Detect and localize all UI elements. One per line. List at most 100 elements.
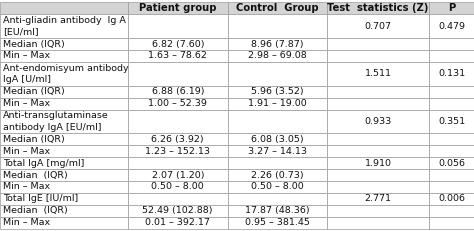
Bar <box>0 157 128 169</box>
Text: Median  (IQR): Median (IQR) <box>3 206 68 215</box>
Bar <box>128 193 228 205</box>
Text: 0.006: 0.006 <box>438 195 465 204</box>
Text: 1.511: 1.511 <box>365 69 392 78</box>
Bar <box>327 181 429 193</box>
Bar <box>0 133 128 145</box>
Text: 0.707: 0.707 <box>365 22 392 31</box>
Text: 1.91 – 19.00: 1.91 – 19.00 <box>248 99 307 108</box>
Bar <box>128 133 228 145</box>
Bar <box>327 157 429 169</box>
Bar <box>429 169 474 181</box>
Text: Median  (IQR): Median (IQR) <box>3 170 68 179</box>
Text: 0.131: 0.131 <box>438 69 465 78</box>
Text: 1.23 – 152.13: 1.23 – 152.13 <box>145 147 210 156</box>
Bar <box>128 62 228 86</box>
Text: 6.26 (3.92): 6.26 (3.92) <box>151 135 204 144</box>
Bar <box>128 2 228 14</box>
Bar <box>327 169 429 181</box>
Bar <box>429 217 474 229</box>
Bar <box>228 2 327 14</box>
Text: 1.63 – 78.62: 1.63 – 78.62 <box>148 52 207 61</box>
Text: 0.479: 0.479 <box>438 22 465 31</box>
Bar <box>327 14 429 38</box>
Bar <box>0 50 128 62</box>
Bar <box>429 50 474 62</box>
Bar <box>128 109 228 133</box>
Bar <box>128 50 228 62</box>
Bar <box>429 181 474 193</box>
Bar <box>0 62 128 86</box>
Bar <box>228 98 327 109</box>
Bar <box>429 109 474 133</box>
Bar <box>0 109 128 133</box>
Bar <box>228 181 327 193</box>
Bar <box>128 98 228 109</box>
Bar <box>0 205 128 217</box>
Bar <box>327 98 429 109</box>
Text: Test  statistics (Z): Test statistics (Z) <box>328 3 428 13</box>
Bar <box>228 14 327 38</box>
Text: Anti-transglutaminase
antibody IgA [EU/ml]: Anti-transglutaminase antibody IgA [EU/m… <box>3 111 109 131</box>
Text: Min – Max: Min – Max <box>3 182 50 191</box>
Text: 0.01 – 392.17: 0.01 – 392.17 <box>146 218 210 227</box>
Bar <box>128 205 228 217</box>
Text: P: P <box>448 3 455 13</box>
Bar <box>228 50 327 62</box>
Text: 52.49 (102.88): 52.49 (102.88) <box>143 206 213 215</box>
Bar <box>429 205 474 217</box>
Bar <box>429 145 474 157</box>
Text: 0.056: 0.056 <box>438 159 465 168</box>
Bar <box>327 50 429 62</box>
Text: 8.96 (7.87): 8.96 (7.87) <box>251 40 303 49</box>
Bar <box>0 145 128 157</box>
Bar <box>327 62 429 86</box>
Text: 1.910: 1.910 <box>365 159 392 168</box>
Bar <box>429 193 474 205</box>
Bar <box>327 109 429 133</box>
Text: Patient group: Patient group <box>139 3 217 13</box>
Bar <box>228 109 327 133</box>
Text: 0.95 – 381.45: 0.95 – 381.45 <box>245 218 310 227</box>
Text: 17.87 (48.36): 17.87 (48.36) <box>245 206 310 215</box>
Bar <box>128 86 228 98</box>
Bar <box>0 98 128 109</box>
Text: Min – Max: Min – Max <box>3 99 50 108</box>
Text: Min – Max: Min – Max <box>3 218 50 227</box>
Text: 0.50 – 8.00: 0.50 – 8.00 <box>251 182 304 191</box>
Bar <box>0 217 128 229</box>
Text: Total IgA [mg/ml]: Total IgA [mg/ml] <box>3 159 84 168</box>
Bar <box>0 14 128 38</box>
Bar <box>228 62 327 86</box>
Bar <box>128 38 228 50</box>
Bar <box>0 2 128 14</box>
Text: Median (IQR): Median (IQR) <box>3 87 64 96</box>
Bar <box>429 133 474 145</box>
Bar <box>128 169 228 181</box>
Text: 2.771: 2.771 <box>365 195 392 204</box>
Bar <box>228 169 327 181</box>
Bar <box>429 157 474 169</box>
Text: Median (IQR): Median (IQR) <box>3 135 64 144</box>
Bar <box>128 14 228 38</box>
Bar <box>429 98 474 109</box>
Text: 3.27 – 14.13: 3.27 – 14.13 <box>248 147 307 156</box>
Text: 0.50 – 8.00: 0.50 – 8.00 <box>151 182 204 191</box>
Bar <box>0 169 128 181</box>
Bar <box>0 86 128 98</box>
Bar <box>0 193 128 205</box>
Text: 6.88 (6.19): 6.88 (6.19) <box>152 87 204 96</box>
Text: 2.98 – 69.08: 2.98 – 69.08 <box>248 52 307 61</box>
Bar <box>327 145 429 157</box>
Bar <box>228 217 327 229</box>
Bar <box>228 157 327 169</box>
Text: Median (IQR): Median (IQR) <box>3 40 64 49</box>
Text: Min – Max: Min – Max <box>3 147 50 156</box>
Text: Control  Group: Control Group <box>236 3 319 13</box>
Text: Total IgE [IU/ml]: Total IgE [IU/ml] <box>3 195 78 204</box>
Bar <box>327 217 429 229</box>
Bar <box>0 38 128 50</box>
Bar <box>128 217 228 229</box>
Text: 0.933: 0.933 <box>365 117 392 126</box>
Bar <box>327 193 429 205</box>
Bar <box>228 193 327 205</box>
